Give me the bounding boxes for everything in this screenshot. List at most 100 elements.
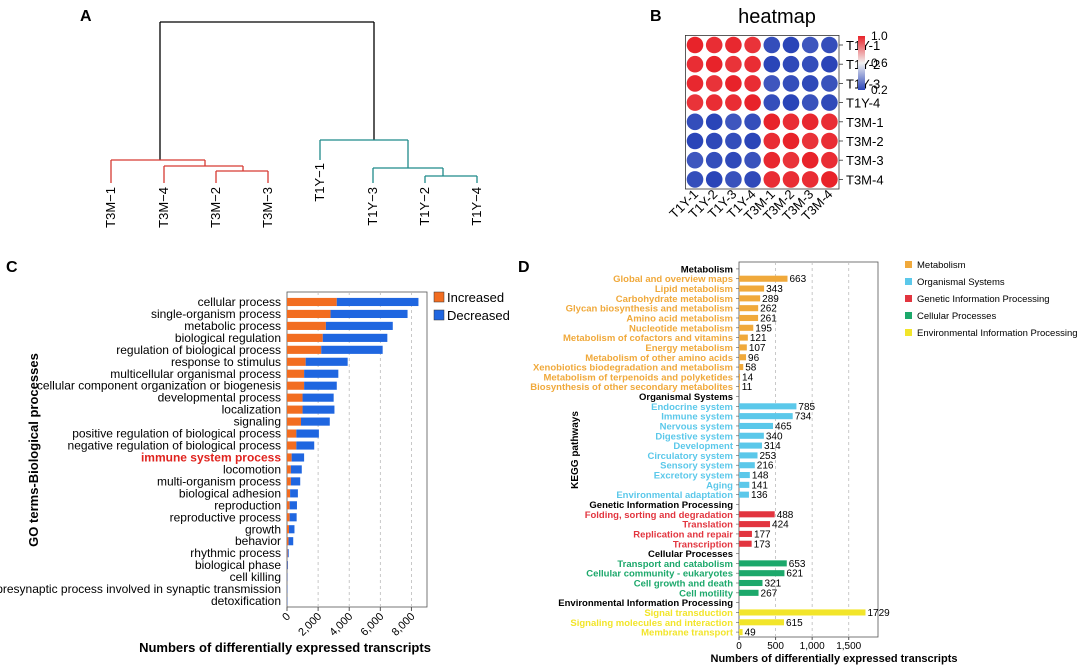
kegg-bar [739,383,740,390]
heatmap-cell [782,55,800,73]
go-category-label: regulation of biological process [116,343,281,357]
go-bar-increased [287,333,323,342]
go-bar-increased [287,513,290,522]
go-bar-increased [287,441,297,450]
go-category-label: reproductive process [170,510,281,524]
go-bar-decreased [290,489,298,498]
kegg-x-tick-label: 500 [767,641,784,652]
kegg-bar [739,629,743,636]
kegg-group-header: Genetic Information Processing [589,500,733,511]
kegg-bar [739,589,759,596]
go-bar-decreased [302,405,335,414]
heatmap-cell [782,75,800,92]
kegg-bar-value-label: 289 [762,294,779,305]
panel-label-a: A [80,8,92,25]
go-bar-increased [287,357,306,366]
kegg-x-tick-label: 1,000 [800,641,825,652]
kegg-pathway-label: Aging [706,480,733,491]
kegg-bar-value-label: 14 [742,372,754,383]
kegg-bar-value-label: 49 [745,628,757,639]
kegg-bar-value-label: 173 [754,539,771,550]
heatmap-cell [744,171,761,188]
go-bar-decreased [290,465,302,474]
heatmap-cell [686,113,704,131]
go-category-label: localization [222,403,281,417]
go-x-axis-title: Numbers of differentially expressed tran… [139,640,431,655]
heatmap-title: heatmap [738,6,816,28]
kegg-group-header: Cellular Processes [648,549,733,560]
kegg-pathway-label: Nervous system [660,421,733,432]
kegg-pathway-label: Carbohydrate metabolism [616,294,733,305]
kegg-bar [739,344,747,351]
go-bar-decreased [289,513,297,522]
kegg-pathway-label: Excretory system [654,471,733,482]
go-bar-decreased [330,309,408,319]
kegg-pathway-label: Amino acid metabolism [626,313,733,324]
kegg-legend-label: Organismal Systems [917,277,1005,288]
kegg-pathway-label: Cellular community - eukaryotes [586,569,733,580]
heatmap-cell [821,151,838,169]
kegg-bar-value-label: 121 [750,333,767,344]
go-bar-increased [287,501,290,510]
heatmap-cell [725,151,742,169]
go-bar-decreased [291,453,305,462]
go-bar-decreased [288,537,294,546]
go-category-label: behavior [235,534,281,548]
go-category-label: developmental process [158,391,281,405]
kegg-pathway-label: Signaling molecules and interaction [570,618,733,629]
heatmap-cell [801,75,819,92]
go-bar-increased [287,393,303,402]
go-bar-increased [287,297,337,307]
kegg-legend-swatch [905,295,912,302]
kegg-pathway-label: Cell motility [679,588,734,599]
kegg-pathway-label: Transport and catabolism [617,559,733,570]
kegg-bar-value-label: 261 [760,313,777,324]
heatmap-scale-tick-label: 0.2 [871,83,888,97]
heatmap-cell [744,132,761,150]
go-x-tick-label: 8,000 [390,611,418,639]
go-legend-label: Increased [447,290,504,305]
kegg-bar [739,521,771,528]
kegg-bar-value-label: 465 [775,421,792,432]
kegg-bar-value-label: 424 [772,520,789,531]
heatmap-cell [763,113,781,131]
kegg-bar [739,364,744,371]
go-x-tick-label: 2,000 [296,611,324,639]
kegg-bar [739,619,784,626]
kegg-pathway-label: Environmental adaptation [616,490,733,501]
heatmap-cell [705,36,723,54]
go-bar-chart-panel: 0 2,000 4,000 6,000 8,000 cellular processsin… [0,290,510,655]
kegg-pathway-label: Metabolism of cofactors and vitamins [563,333,733,344]
kegg-x-tick-label: 1,500 [836,641,861,652]
kegg-bar-chart-panel: 0 500 1,000 1,500 Metabolism 663 Global and ov… [530,260,1077,665]
go-category-label: biological adhesion [179,486,281,500]
kegg-plot-frame [738,261,879,638]
heatmap-color-scale [858,36,865,90]
go-category-label: multicellular organismal process [110,367,281,381]
go-bar-decreased [321,345,383,354]
kegg-pathway-label: Membrane transport [641,628,734,639]
kegg-bar [739,432,764,439]
go-category-label: positive regulation of biological proces… [72,427,281,441]
go-bar-increased [287,369,305,378]
heatmap-cell [821,113,838,131]
kegg-bar-value-label: 58 [745,363,757,374]
kegg-bar-value-label: 653 [789,559,806,570]
kegg-bar-value-label: 663 [790,274,807,285]
go-bar-decreased [289,501,297,510]
kegg-pathway-label: Circulatory system [647,451,733,462]
heatmap-cell [763,75,781,92]
go-bar-decreased [287,561,288,570]
go-category-label: negative regulation of biological proces… [68,439,281,453]
kegg-bar-value-label: 141 [751,480,768,491]
heatmap-cell [705,132,723,150]
heatmap-cell [821,132,838,150]
go-bar-decreased [290,477,301,486]
go-bar-increased [287,381,305,390]
go-category-label: cell killing [230,570,281,584]
heatmap-cell [821,36,838,54]
kegg-bar [739,354,747,361]
kegg-pathway-label: Folding, sorting and degradation [585,510,733,521]
heatmap-cell [801,151,819,169]
heatmap-cell [705,75,723,92]
